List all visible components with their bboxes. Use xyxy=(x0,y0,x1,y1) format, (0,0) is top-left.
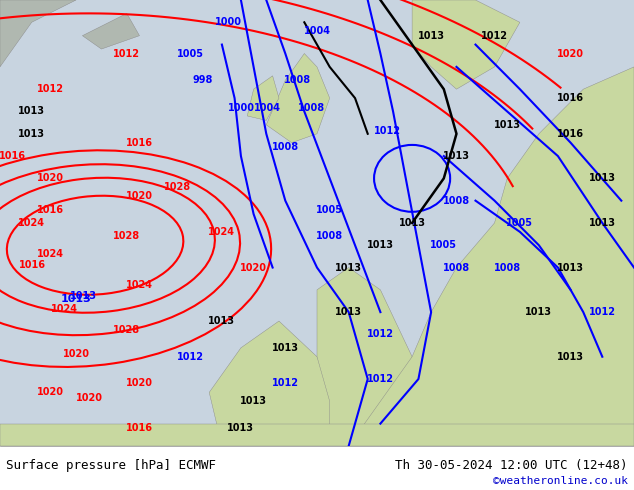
Text: 1005: 1005 xyxy=(430,240,457,250)
Text: 1020: 1020 xyxy=(126,191,153,201)
Polygon shape xyxy=(82,13,139,49)
Text: 1012: 1012 xyxy=(481,31,508,41)
Text: 1016: 1016 xyxy=(126,423,153,433)
Text: 1005: 1005 xyxy=(316,204,343,215)
Text: 1013: 1013 xyxy=(494,120,521,130)
Polygon shape xyxy=(266,53,330,143)
Text: 1012: 1012 xyxy=(272,378,299,389)
Text: 1013: 1013 xyxy=(18,106,45,117)
Polygon shape xyxy=(209,321,342,446)
Polygon shape xyxy=(0,0,76,67)
Text: 1020: 1020 xyxy=(126,378,153,389)
Text: 1013: 1013 xyxy=(335,307,362,317)
Text: 1013: 1013 xyxy=(418,31,444,41)
Text: 1016: 1016 xyxy=(19,260,46,270)
Text: 1016: 1016 xyxy=(126,138,153,147)
Text: 1020: 1020 xyxy=(76,393,103,403)
Text: 1008: 1008 xyxy=(443,263,470,272)
Text: 1012: 1012 xyxy=(113,49,140,58)
Text: 1008: 1008 xyxy=(316,231,343,242)
Text: 1013: 1013 xyxy=(443,151,470,161)
Text: 1013: 1013 xyxy=(367,240,394,250)
Text: 1016: 1016 xyxy=(0,151,26,161)
Polygon shape xyxy=(412,0,520,89)
Text: 1020: 1020 xyxy=(63,349,91,359)
Text: 1013: 1013 xyxy=(18,129,45,139)
Text: 998: 998 xyxy=(193,75,213,85)
Text: 1000: 1000 xyxy=(215,17,242,27)
Text: 1012: 1012 xyxy=(367,374,394,384)
Text: 1013: 1013 xyxy=(61,294,91,304)
Text: 1013: 1013 xyxy=(228,423,254,433)
Text: 1005: 1005 xyxy=(507,218,533,228)
Text: 1013: 1013 xyxy=(240,396,267,406)
Text: 1013: 1013 xyxy=(209,316,235,326)
Text: 1012: 1012 xyxy=(367,329,394,340)
Text: 1013: 1013 xyxy=(557,352,584,362)
Text: 1005: 1005 xyxy=(177,49,204,58)
Text: 1024: 1024 xyxy=(37,249,64,259)
Text: Surface pressure [hPa] ECMWF: Surface pressure [hPa] ECMWF xyxy=(6,459,216,472)
Text: 1012: 1012 xyxy=(37,84,64,94)
Text: 1024: 1024 xyxy=(51,304,78,314)
Text: 1028: 1028 xyxy=(113,231,140,242)
Text: 1013: 1013 xyxy=(272,343,299,353)
Text: 1016: 1016 xyxy=(557,93,584,103)
Polygon shape xyxy=(349,67,634,446)
Text: 1013: 1013 xyxy=(526,307,552,317)
Text: 1028: 1028 xyxy=(164,182,191,192)
Polygon shape xyxy=(317,268,412,446)
Text: 1013: 1013 xyxy=(399,218,425,228)
Text: 1013: 1013 xyxy=(589,173,616,183)
Text: 1008: 1008 xyxy=(298,103,325,114)
Text: 1013: 1013 xyxy=(70,291,97,301)
Text: 1024: 1024 xyxy=(18,218,45,228)
Text: 1012: 1012 xyxy=(589,307,616,317)
Text: 1004: 1004 xyxy=(254,103,281,114)
Text: 1008: 1008 xyxy=(494,263,521,272)
Text: 1008: 1008 xyxy=(443,196,470,206)
Text: 1028: 1028 xyxy=(113,325,140,335)
Polygon shape xyxy=(247,76,279,121)
Polygon shape xyxy=(0,423,634,446)
Text: ©weatheronline.co.uk: ©weatheronline.co.uk xyxy=(493,476,628,486)
Text: 1020: 1020 xyxy=(37,388,64,397)
Text: 1024: 1024 xyxy=(126,280,153,291)
Text: 1013: 1013 xyxy=(557,263,584,272)
Text: 1004: 1004 xyxy=(304,26,330,36)
Text: 1020: 1020 xyxy=(240,263,267,272)
Text: 1008: 1008 xyxy=(285,75,311,85)
Text: 1013: 1013 xyxy=(335,263,362,272)
Text: 1012: 1012 xyxy=(374,126,401,136)
Text: 1012: 1012 xyxy=(177,352,204,362)
Text: 1024: 1024 xyxy=(209,227,235,237)
Text: 1016: 1016 xyxy=(557,129,584,139)
Text: 1000: 1000 xyxy=(228,103,256,114)
Text: 1008: 1008 xyxy=(272,142,299,152)
Text: 1016: 1016 xyxy=(37,204,64,215)
Text: 1013: 1013 xyxy=(589,218,616,228)
Polygon shape xyxy=(0,0,634,446)
Text: 1020: 1020 xyxy=(37,173,64,183)
Text: Th 30-05-2024 12:00 UTC (12+48): Th 30-05-2024 12:00 UTC (12+48) xyxy=(395,459,628,472)
Text: 1020: 1020 xyxy=(557,49,584,58)
